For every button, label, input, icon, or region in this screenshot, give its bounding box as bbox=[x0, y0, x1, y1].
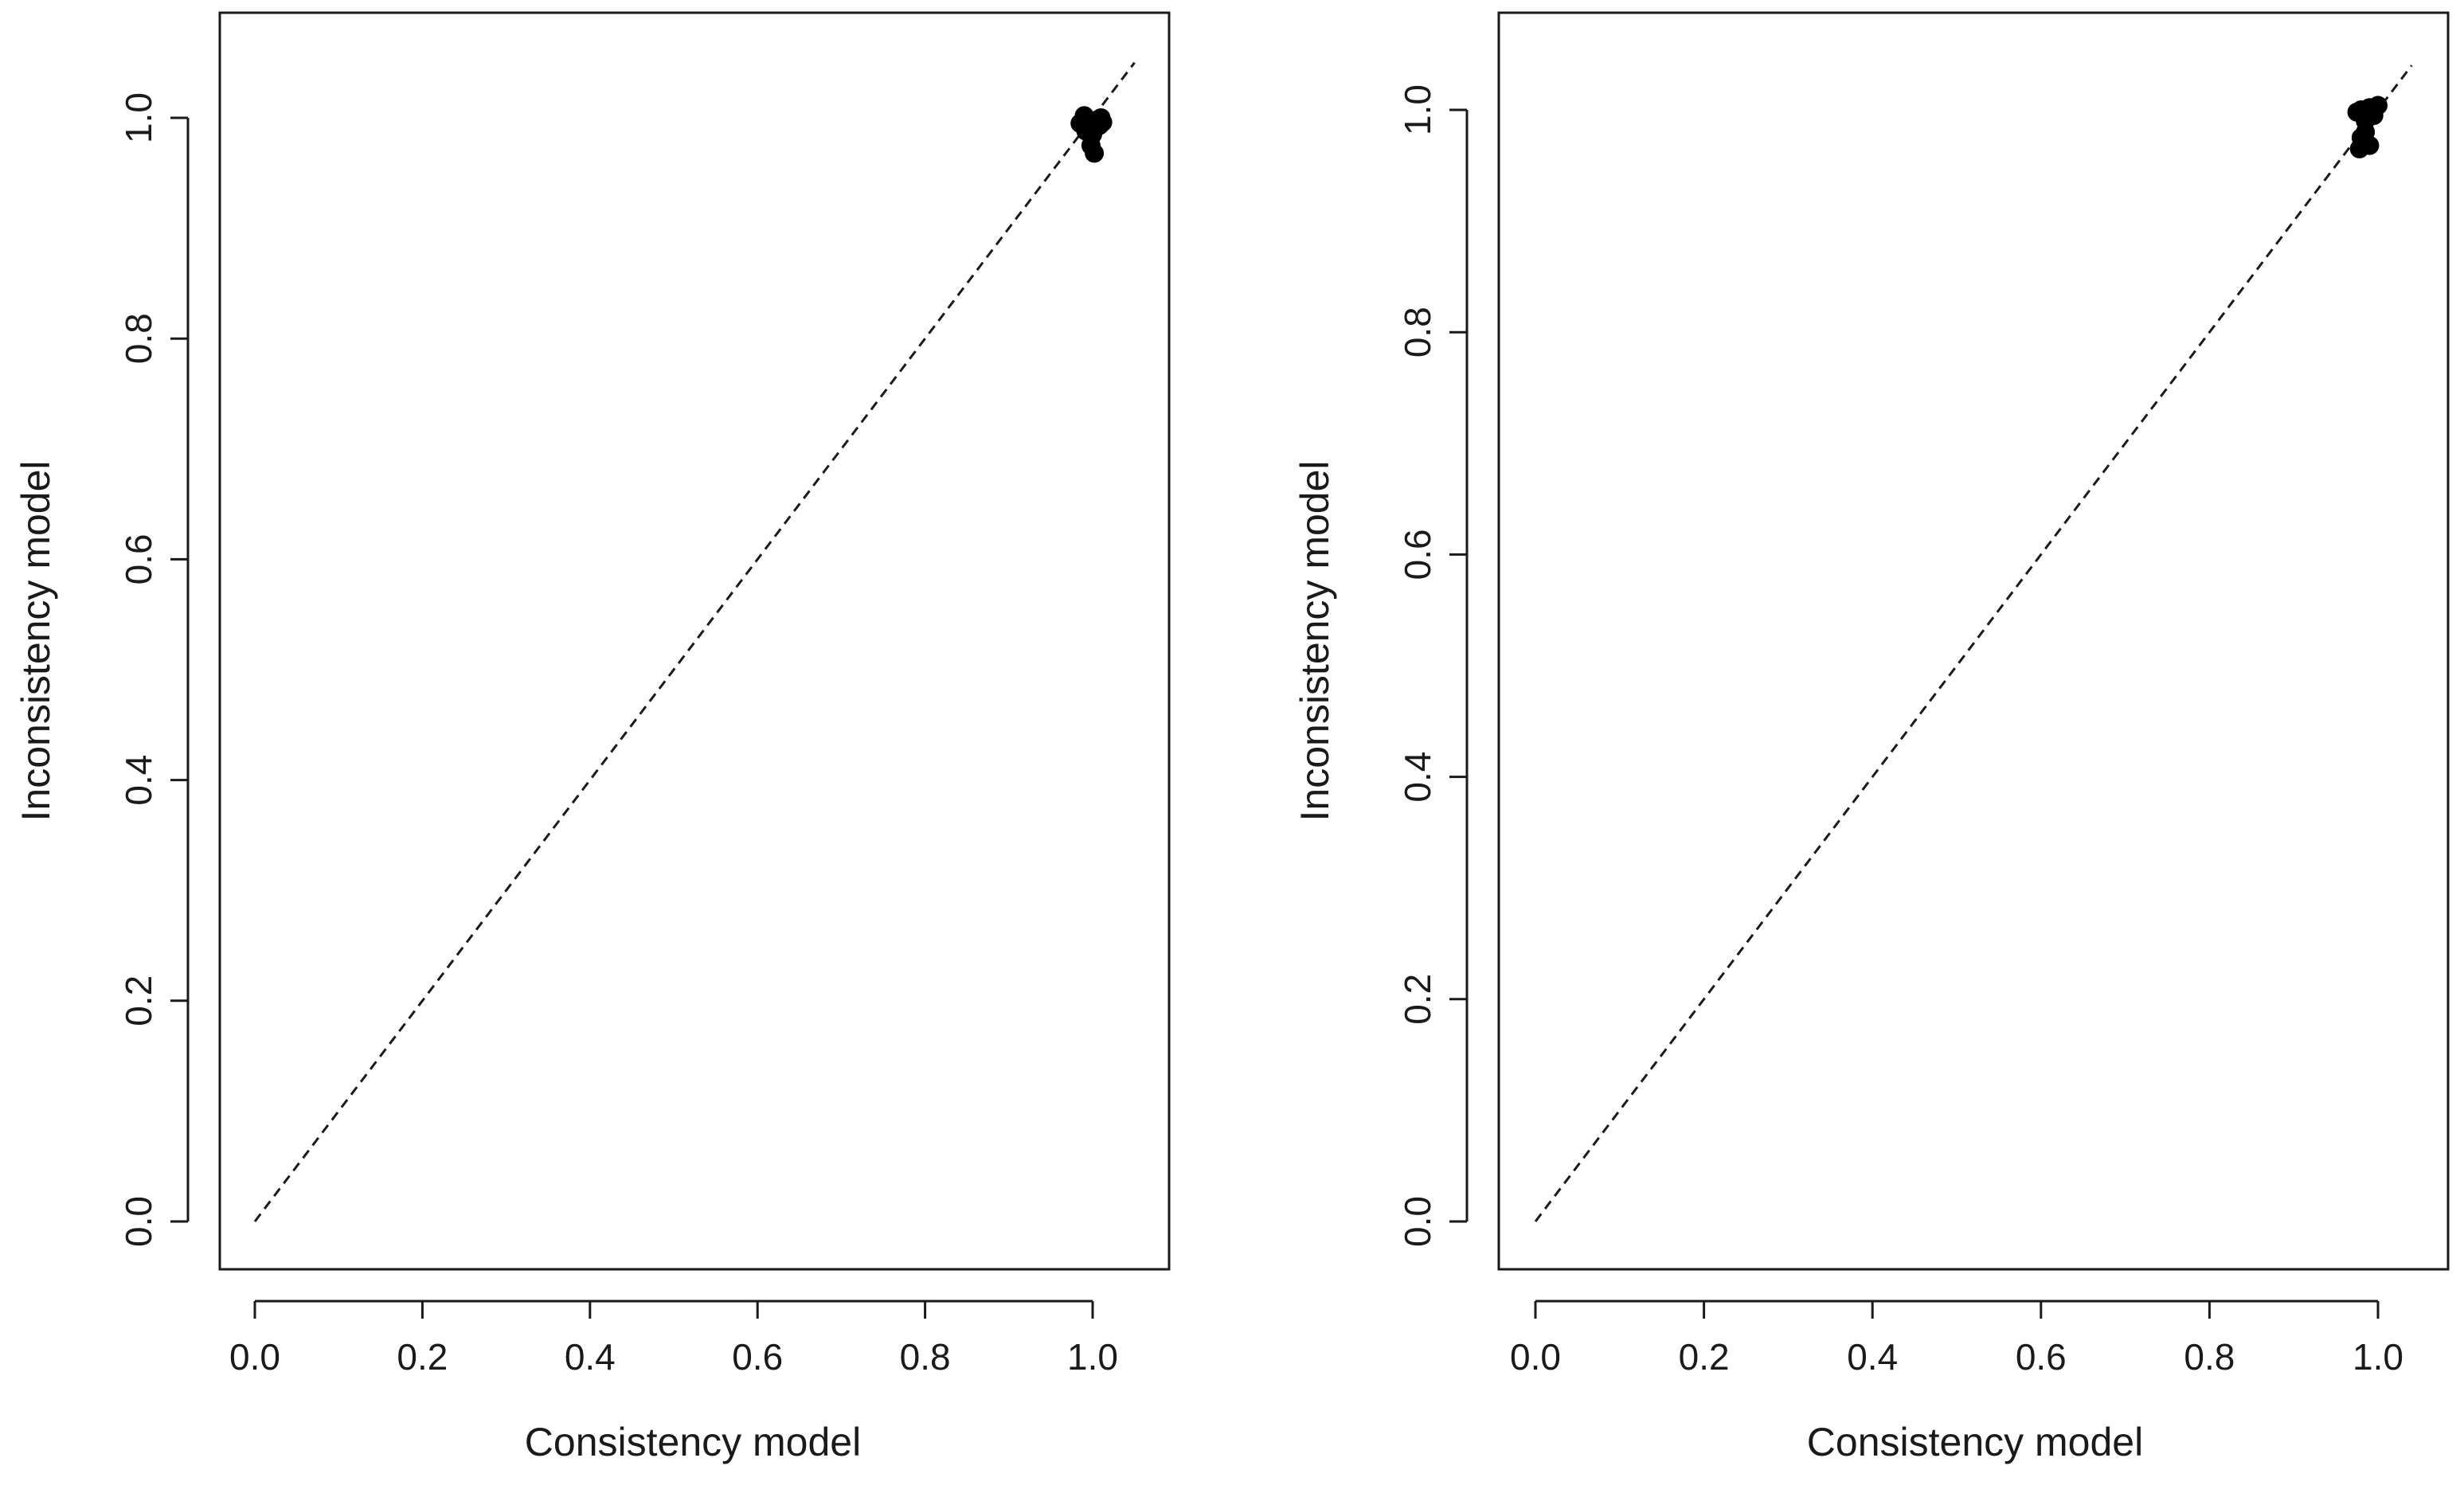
x-tick-label: 0.0 bbox=[1510, 1336, 1561, 1378]
x-tick-label: 0.2 bbox=[397, 1336, 448, 1378]
y-tick-label: 0.8 bbox=[118, 313, 159, 364]
x-tick-label: 0.8 bbox=[900, 1336, 951, 1378]
x-tick-label: 0.4 bbox=[565, 1336, 616, 1378]
data-point bbox=[1093, 112, 1113, 132]
y-tick-labels: 0.0 0.2 0.4 0.6 0.8 1.0 bbox=[118, 92, 159, 1247]
x-tick-label: 0.6 bbox=[732, 1336, 783, 1378]
identity-reference-line bbox=[1534, 64, 2413, 1222]
y-axis-label: Inconsistency model bbox=[1293, 460, 1337, 821]
y-tick-label: 0.2 bbox=[1397, 974, 1438, 1025]
plot-frame bbox=[1497, 11, 2450, 1271]
data-point bbox=[1085, 143, 1105, 163]
y-tick-label: 0.2 bbox=[118, 975, 159, 1026]
y-tick-label: 0.8 bbox=[1397, 307, 1438, 358]
x-axis-label: Consistency model bbox=[1807, 1420, 2143, 1464]
x-tick-labels: 0.0 0.2 0.4 0.6 0.8 1.0 bbox=[1510, 1336, 2403, 1378]
plot-frame bbox=[218, 11, 1171, 1271]
data-point bbox=[1076, 121, 1096, 141]
x-tick-label: 1.0 bbox=[2353, 1336, 2403, 1378]
y-tick-label: 0.4 bbox=[118, 755, 159, 806]
x-tick-label: 0.2 bbox=[1679, 1336, 1730, 1378]
x-tick-label: 0.6 bbox=[2016, 1336, 2067, 1378]
y-tick-label: 0.6 bbox=[1397, 529, 1438, 580]
data-points bbox=[1070, 106, 1113, 163]
data-point bbox=[2364, 105, 2384, 125]
y-axis-label: Inconsistency model bbox=[14, 460, 58, 821]
y-tick-label: 0.0 bbox=[1397, 1196, 1438, 1247]
axis-lines bbox=[1449, 108, 2380, 1319]
y-tick-label: 1.0 bbox=[1397, 84, 1438, 135]
x-axis-label: Consistency model bbox=[525, 1420, 861, 1464]
left-plot-panel: 0.0 0.2 0.4 0.6 0.8 1.0 0.0 0.2 0.4 0.6 0.8 1.0 Co… bbox=[14, 11, 1171, 1464]
x-tick-label: 1.0 bbox=[1067, 1336, 1118, 1378]
y-tick-label: 0.6 bbox=[118, 534, 159, 584]
y-tick-labels: 0.0 0.2 0.4 0.6 0.8 1.0 bbox=[1397, 84, 1438, 1247]
data-point bbox=[2349, 139, 2369, 158]
x-tick-label: 0.8 bbox=[2184, 1336, 2235, 1378]
right-plot-panel: 0.0 0.2 0.4 0.6 0.8 1.0 0.0 0.2 0.4 0.6 0.8 1.0 Co… bbox=[1293, 11, 2450, 1464]
y-tick-label: 0.4 bbox=[1397, 752, 1438, 803]
data-point bbox=[2356, 122, 2376, 142]
identity-reference-line bbox=[253, 61, 1136, 1222]
x-tick-label: 0.0 bbox=[229, 1336, 280, 1378]
data-points bbox=[2347, 96, 2388, 158]
y-tick-label: 1.0 bbox=[118, 92, 159, 143]
axis-lines bbox=[170, 116, 1094, 1319]
x-tick-label: 0.4 bbox=[1847, 1336, 1898, 1378]
y-tick-label: 0.0 bbox=[118, 1196, 159, 1247]
x-tick-labels: 0.0 0.2 0.4 0.6 0.8 1.0 bbox=[229, 1336, 1118, 1378]
